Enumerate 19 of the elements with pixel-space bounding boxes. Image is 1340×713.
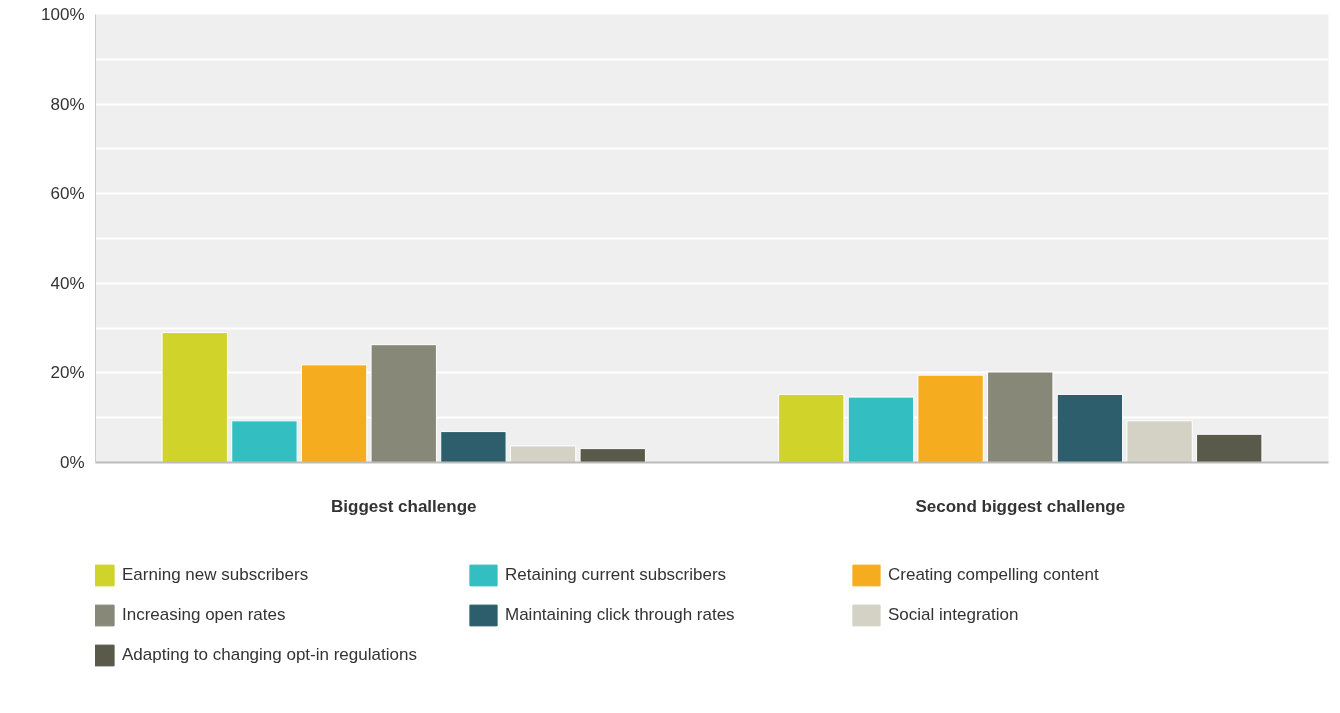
legend-label: Maintaining click through rates: [505, 605, 736, 625]
legend-label: Creating compelling content: [888, 565, 1100, 585]
legend-label: Adapting to changing opt-in regulations: [122, 645, 418, 665]
y-tick-label: 100%: [41, 5, 85, 24]
bar: [509, 445, 577, 463]
legend-label: Earning new subscribers: [122, 565, 310, 585]
y-tick-label: 0%: [59, 453, 85, 472]
legend-label: Social integration: [888, 605, 1020, 625]
x-tick-label: Biggest challenge: [331, 496, 477, 516]
bar: [579, 448, 646, 463]
legend-label: Increasing open rates: [122, 605, 287, 625]
y-tick-label: 60%: [50, 184, 85, 204]
y-tick-label: 20%: [50, 363, 85, 383]
y-tick-label: 80%: [50, 94, 85, 114]
bar: [440, 431, 507, 463]
legend-label: Retaining current subscribers: [505, 565, 728, 585]
bar: [1196, 433, 1263, 463]
y-tick-label: 40%: [50, 273, 85, 293]
x-tick-label: Second biggest challenge: [915, 496, 1126, 516]
